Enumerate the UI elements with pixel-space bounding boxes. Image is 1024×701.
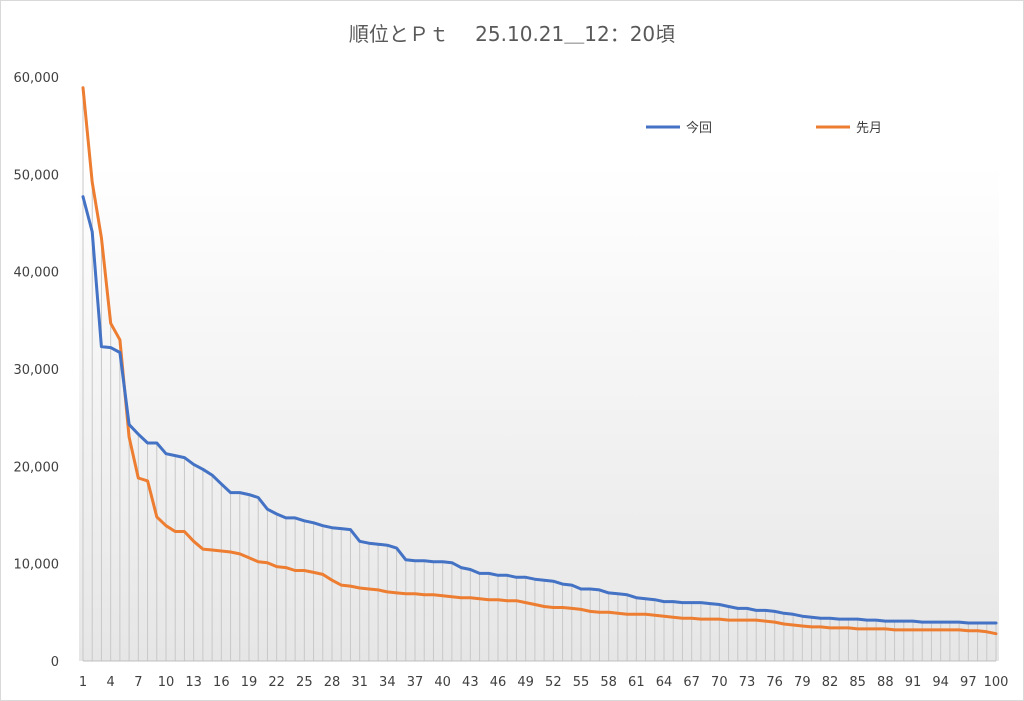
series-lines xyxy=(81,86,998,636)
y-tick-label: 10,000 xyxy=(14,558,60,573)
chart-title: 順位とＰｔ 25.10.21＿12：20頃 xyxy=(349,22,675,46)
legend-label: 今回 xyxy=(686,120,712,136)
x-tick-label: 85 xyxy=(849,675,866,690)
x-tick-label: 37 xyxy=(407,675,424,690)
y-axis: 0 10,000 20,000 30,000 40,000 50,000 60,000 xyxy=(14,71,60,670)
x-tick-label: 91 xyxy=(905,675,922,690)
x-tick-label: 73 xyxy=(739,675,756,690)
x-tick-label: 58 xyxy=(600,675,617,690)
x-tick-label: 34 xyxy=(379,675,396,690)
x-tick-label: 22 xyxy=(268,675,285,690)
plot-background xyxy=(79,77,999,661)
y-tick-label: 20,000 xyxy=(14,460,60,475)
series-line xyxy=(81,195,998,625)
x-tick-label: 19 xyxy=(241,675,258,690)
x-tick-label: 88 xyxy=(877,675,894,690)
x-tick-label: 52 xyxy=(545,675,562,690)
drop-lines xyxy=(82,87,997,661)
x-tick-label: 43 xyxy=(462,675,479,690)
x-tick-label: 94 xyxy=(932,675,949,690)
legend: 今回 先月 xyxy=(646,120,882,136)
x-tick-label: 49 xyxy=(517,675,534,690)
y-tick-label: 40,000 xyxy=(14,266,60,281)
x-tick-label: 10 xyxy=(158,675,175,690)
x-tick-label: 28 xyxy=(324,675,341,690)
x-tick-label: 100 xyxy=(984,675,1009,690)
x-tick-label: 4 xyxy=(107,675,115,690)
y-tick-label: 50,000 xyxy=(14,168,60,183)
x-tick-label: 64 xyxy=(656,675,673,690)
x-tick-label: 25 xyxy=(296,675,313,690)
x-tick-label: 61 xyxy=(628,675,645,690)
legend-label: 先月 xyxy=(856,121,882,136)
x-tick-label: 1 xyxy=(79,675,87,690)
x-tick-label: 76 xyxy=(766,675,783,690)
x-tick-label: 16 xyxy=(213,675,230,690)
y-tick-label: 30,000 xyxy=(14,363,60,378)
y-tick-label: 60,000 xyxy=(14,71,60,86)
x-tick-label: 97 xyxy=(960,675,977,690)
x-tick-label: 31 xyxy=(351,675,368,690)
x-tick-label: 79 xyxy=(794,675,811,690)
x-tick-label: 55 xyxy=(573,675,590,690)
y-tick-label: 0 xyxy=(51,655,59,670)
x-tick-label: 13 xyxy=(185,675,202,690)
x-tick-label: 7 xyxy=(134,675,142,690)
x-tick-label: 70 xyxy=(711,675,728,690)
x-tick-label: 67 xyxy=(683,675,700,690)
x-axis: 1 4 7 10 13 16 19 22 25 28 31 34 37 40 43 46 49 52 55 58 61 6… xyxy=(79,660,1009,690)
series-line xyxy=(81,86,998,636)
x-tick-label: 82 xyxy=(822,675,839,690)
x-tick-label: 46 xyxy=(490,675,507,690)
x-tick-label: 40 xyxy=(434,675,451,690)
